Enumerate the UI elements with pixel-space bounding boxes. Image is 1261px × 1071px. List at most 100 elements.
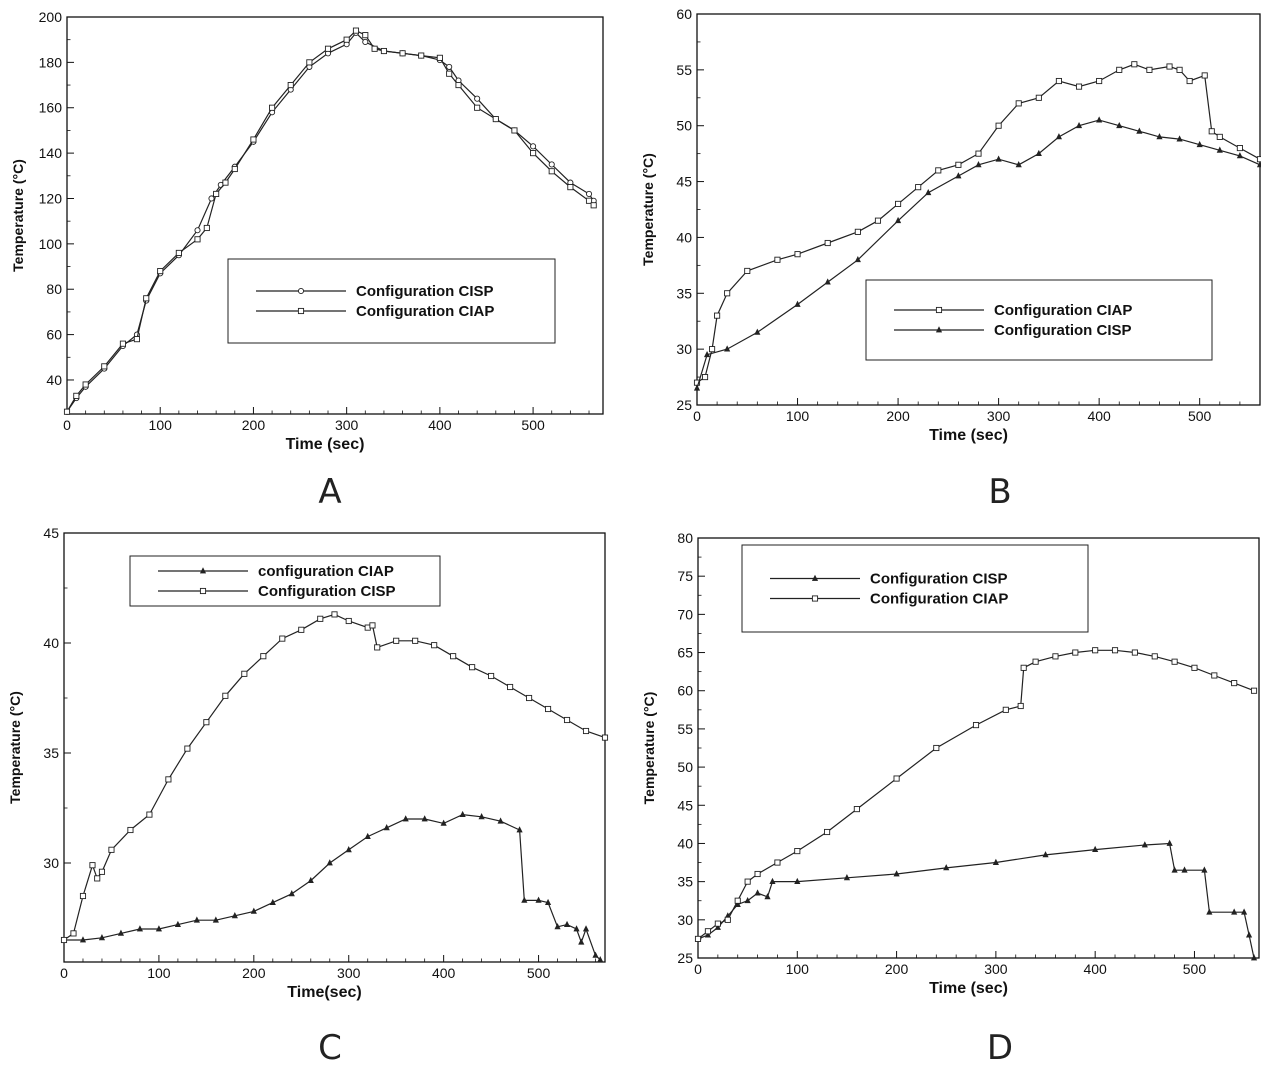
data-point (853, 806, 860, 813)
data-point (231, 165, 238, 173)
data-point (450, 653, 457, 660)
legend-marker (297, 287, 305, 295)
y-axis-label-b: Temperature (°C) (640, 153, 656, 266)
data-point (101, 363, 108, 370)
data-point (345, 617, 352, 625)
legend-box (865, 279, 1213, 361)
data-point (478, 813, 485, 820)
data-point (1055, 77, 1062, 85)
plot-frame-a (66, 16, 604, 415)
data-point (269, 104, 276, 111)
y-tick-label: 30 (676, 341, 692, 357)
data-point (459, 810, 466, 817)
data-point (279, 635, 286, 642)
data-point (364, 832, 371, 839)
data-point (269, 898, 276, 905)
data-point (1002, 706, 1009, 713)
y-tick-label: 80 (46, 281, 62, 297)
data-point (324, 45, 332, 52)
legend-marker (935, 306, 943, 314)
legend-c: configuration CIAP Configuration CISP (129, 555, 441, 607)
x-tick-label: 400 (1087, 408, 1111, 424)
data-point (1191, 664, 1198, 671)
x-tick-label: 0 (693, 408, 701, 424)
data-point (82, 381, 89, 388)
data-point (943, 864, 950, 871)
data-point (374, 644, 381, 651)
data-point (203, 224, 210, 232)
data-point (117, 929, 125, 936)
data-point (412, 637, 419, 644)
y-tick-label: 70 (677, 606, 693, 622)
data-point (352, 27, 360, 34)
data-point (446, 63, 453, 70)
data-point (975, 150, 982, 157)
data-point (157, 268, 164, 275)
legend-marker (297, 307, 305, 315)
chart-panel-d: 0 100 200 300 400 500 25 30 35 40 45 50 55 60 65 70 75 80… (641, 530, 1260, 997)
data-point (894, 216, 902, 224)
data-point (734, 897, 741, 904)
y-tick-label: 60 (46, 327, 62, 343)
data-point (1231, 680, 1238, 687)
data-point (307, 876, 314, 883)
data-point (925, 188, 932, 196)
data-point (119, 340, 126, 347)
data-point (754, 328, 761, 335)
data-point (63, 408, 71, 415)
series-c-2 (60, 611, 609, 944)
data-point (136, 925, 144, 932)
x-tick-label: 0 (694, 961, 702, 977)
x-axis-label-c: Time(sec) (287, 984, 361, 1001)
data-point (724, 290, 731, 297)
data-point (774, 256, 781, 263)
data-point (380, 47, 387, 55)
y-tick-label: 30 (677, 912, 693, 928)
data-point (431, 642, 438, 649)
x-axis-label-b: Time (sec) (929, 427, 1008, 444)
data-point (794, 251, 801, 258)
panel-label-b: B (988, 472, 1012, 512)
data-point (893, 775, 900, 782)
data-point (1241, 908, 1248, 915)
data-point (704, 931, 712, 938)
data-point (488, 672, 495, 680)
panel-label-c: C (318, 1028, 342, 1068)
data-point (184, 745, 191, 752)
x-tick-label: 200 (242, 417, 266, 433)
data-point (955, 161, 962, 168)
series-line (697, 649, 1255, 940)
data-point (440, 819, 447, 826)
data-point (744, 267, 751, 274)
series-line (64, 813, 601, 961)
data-point (521, 896, 528, 903)
data-point (714, 923, 721, 930)
data-point (326, 859, 333, 866)
data-point (794, 848, 801, 855)
data-point (933, 744, 940, 752)
series-line (66, 32, 595, 413)
data-point (511, 127, 518, 134)
data-point (774, 859, 781, 866)
data-point (843, 874, 851, 881)
y-tick-label: 55 (676, 62, 692, 78)
data-point (1176, 66, 1183, 73)
data-point (724, 916, 731, 923)
data-point (1075, 83, 1083, 90)
data-point (1020, 664, 1027, 671)
y-tick-label: 40 (676, 229, 692, 245)
data-point (1096, 77, 1103, 85)
y-tick-label: 100 (39, 236, 63, 252)
data-point (287, 82, 294, 89)
data-point (1211, 672, 1218, 679)
data-point (418, 52, 425, 59)
y-axis-label-c: Temperature (°C) (7, 691, 23, 804)
data-point (175, 249, 182, 256)
data-point (1035, 149, 1042, 157)
data-point (70, 930, 77, 937)
data-point (764, 893, 771, 900)
legend-d: Configuration CISP Configuration CIAP (741, 544, 1089, 633)
plot-frame-c (63, 532, 606, 963)
data-point (824, 239, 831, 247)
